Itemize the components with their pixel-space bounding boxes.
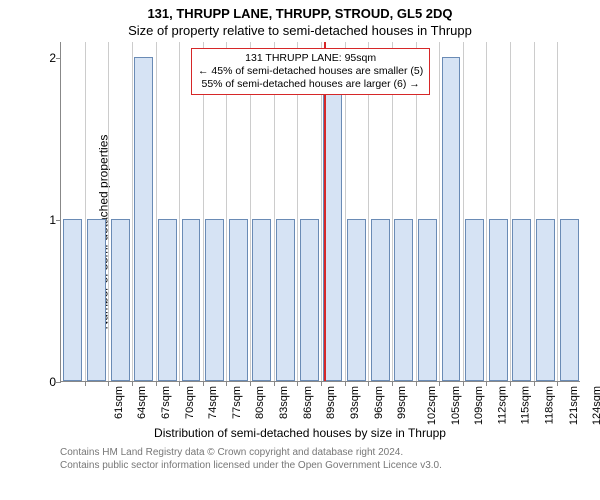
annotation-line1: 131 THRUPP LANE: 95sqm xyxy=(198,52,423,65)
bar xyxy=(205,219,224,381)
xtick xyxy=(179,381,180,386)
gridline xyxy=(463,42,464,381)
footnote-1: Contains HM Land Registry data © Crown c… xyxy=(0,440,600,459)
xtick xyxy=(297,381,298,386)
xtick-label: 112sqm xyxy=(496,386,508,424)
xtick-label: 99sqm xyxy=(396,386,408,419)
ytick xyxy=(56,58,61,59)
xtick xyxy=(203,381,204,386)
xtick-label: 118sqm xyxy=(543,386,555,424)
xtick-label: 105sqm xyxy=(450,386,462,425)
xtick xyxy=(439,381,440,386)
xtick xyxy=(321,381,322,386)
bar xyxy=(87,219,106,381)
gridline xyxy=(534,42,535,381)
xtick xyxy=(486,381,487,386)
bar xyxy=(323,57,342,381)
annotation-box: 131 THRUPP LANE: 95sqm ← 45% of semi-det… xyxy=(191,48,430,95)
bar xyxy=(347,219,366,381)
xtick xyxy=(132,381,133,386)
ytick-label: 1 xyxy=(36,213,56,227)
xtick xyxy=(416,381,417,386)
xtick-label: 83sqm xyxy=(278,386,290,419)
xtick xyxy=(274,381,275,386)
xtick xyxy=(392,381,393,386)
xtick xyxy=(156,381,157,386)
bar xyxy=(300,219,319,381)
gridline xyxy=(156,42,157,381)
xtick-label: 109sqm xyxy=(473,386,485,425)
xtick xyxy=(108,381,109,386)
bar xyxy=(371,219,390,381)
bar xyxy=(560,219,579,381)
annotation-line3: 55% of semi-detached houses are larger (… xyxy=(198,78,423,91)
bar xyxy=(394,219,413,381)
xtick xyxy=(345,381,346,386)
gridline xyxy=(85,42,86,381)
bar xyxy=(182,219,201,381)
ytick-label: 0 xyxy=(36,375,56,389)
bar xyxy=(63,219,82,381)
bar xyxy=(512,219,531,381)
xtick xyxy=(557,381,558,386)
xtick-label: 96sqm xyxy=(373,386,385,419)
bar xyxy=(111,219,130,381)
xtick xyxy=(463,381,464,386)
bar xyxy=(489,219,508,381)
ytick xyxy=(56,220,61,221)
xtick xyxy=(368,381,369,386)
gridline xyxy=(557,42,558,381)
xtick xyxy=(250,381,251,386)
xtick-label: 77sqm xyxy=(231,386,243,419)
gridline xyxy=(510,42,511,381)
xtick-label: 124sqm xyxy=(592,386,600,425)
xtick xyxy=(226,381,227,386)
gridline xyxy=(179,42,180,381)
plot-area: 131 THRUPP LANE: 95sqm ← 45% of semi-det… xyxy=(60,42,580,382)
xtick-label: 74sqm xyxy=(207,386,219,419)
bar xyxy=(465,219,484,381)
xtick xyxy=(534,381,535,386)
xtick-label: 89sqm xyxy=(325,386,337,419)
bar xyxy=(158,219,177,381)
xtick xyxy=(510,381,511,386)
ytick xyxy=(56,382,61,383)
bar xyxy=(229,219,248,381)
bar xyxy=(252,219,271,381)
page-title-address: 131, THRUPP LANE, THRUPP, STROUD, GL5 2D… xyxy=(0,0,600,21)
xtick-label: 93sqm xyxy=(349,386,361,419)
bar xyxy=(442,57,461,381)
xtick-label: 115sqm xyxy=(520,386,532,424)
x-axis-label: Distribution of semi-detached houses by … xyxy=(0,422,600,440)
xtick-label: 61sqm xyxy=(113,386,125,419)
page-subtitle: Size of property relative to semi-detach… xyxy=(0,21,600,42)
bar xyxy=(134,57,153,381)
xtick-label: 86sqm xyxy=(302,386,314,419)
xtick-label: 70sqm xyxy=(184,386,196,419)
gridline xyxy=(108,42,109,381)
gridline xyxy=(486,42,487,381)
bar xyxy=(276,219,295,381)
xtick-label: 80sqm xyxy=(254,386,266,419)
footnote-2: Contains public sector information licen… xyxy=(0,459,600,472)
gridline xyxy=(132,42,133,381)
annotation-line2: ← 45% of semi-detached houses are smalle… xyxy=(198,65,423,78)
xtick-label: 67sqm xyxy=(160,386,172,419)
ytick-label: 2 xyxy=(36,51,56,65)
xtick xyxy=(85,381,86,386)
chart-container: Number of semi-detached properties 131 T… xyxy=(0,42,600,422)
xtick-label: 64sqm xyxy=(136,386,148,419)
gridline xyxy=(439,42,440,381)
bar xyxy=(536,219,555,381)
xtick-label: 102sqm xyxy=(426,386,438,425)
bar xyxy=(418,219,437,381)
xtick-label: 121sqm xyxy=(568,386,580,425)
